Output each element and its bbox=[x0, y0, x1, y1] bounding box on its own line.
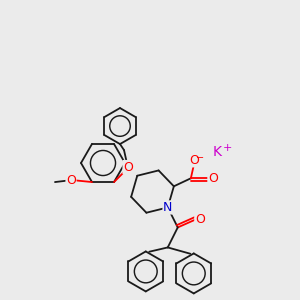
Text: +: + bbox=[223, 143, 232, 153]
Text: O: O bbox=[66, 174, 76, 187]
Text: N: N bbox=[163, 201, 172, 214]
Text: O: O bbox=[189, 154, 199, 167]
Text: O: O bbox=[195, 213, 205, 226]
Text: −: − bbox=[196, 153, 204, 163]
Text: O: O bbox=[208, 172, 218, 185]
Text: O: O bbox=[123, 160, 133, 174]
Text: K: K bbox=[212, 145, 221, 159]
